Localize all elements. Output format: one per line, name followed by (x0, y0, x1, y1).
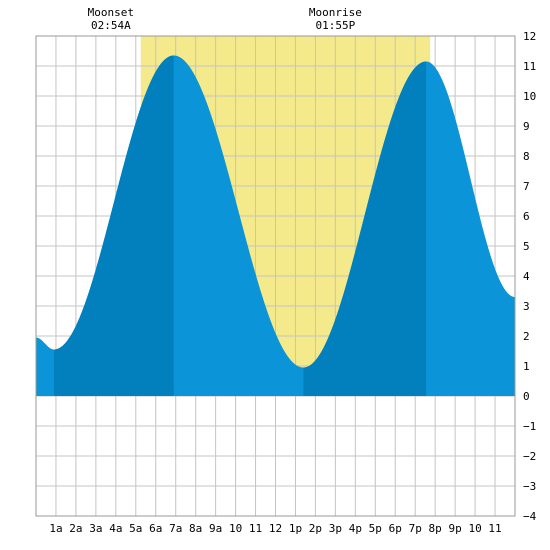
y-tick-label: 11 (523, 60, 536, 73)
x-tick-label: 4p (349, 522, 362, 535)
x-tick-label: 11 (488, 522, 501, 535)
x-tick-label: 5a (129, 522, 142, 535)
y-tick-label: 8 (523, 150, 530, 163)
x-tick-label: 10 (229, 522, 242, 535)
tide-area-layer (36, 55, 515, 396)
y-tick-label: −3 (523, 480, 536, 493)
tide-rising-band (303, 61, 427, 396)
x-tick-label: 2p (309, 522, 322, 535)
x-tick-label: 2a (69, 522, 82, 535)
x-tick-label: 6p (389, 522, 402, 535)
y-tick-label: 9 (523, 120, 530, 133)
x-tick-label: 3p (329, 522, 342, 535)
plot-frame (35, 35, 516, 517)
y-tick-label: −1 (523, 420, 536, 433)
y-tick-label: 5 (523, 240, 530, 253)
tide-rising-band (53, 55, 174, 396)
y-tick-label: 10 (523, 90, 536, 103)
y-tick-label: 12 (523, 30, 536, 43)
x-tick-label: 6a (149, 522, 162, 535)
y-tick-label: −4 (523, 510, 537, 523)
moonset-time: 02:54A (91, 19, 131, 32)
x-tick-label: 9a (209, 522, 222, 535)
x-tick-label: 7a (169, 522, 182, 535)
x-tick-label: 5p (369, 522, 382, 535)
x-tick-label: 10 (468, 522, 481, 535)
x-tick-label: 1p (289, 522, 302, 535)
y-tick-label: −2 (523, 450, 536, 463)
y-tick-label: 3 (523, 300, 530, 313)
x-tick-label: 3a (89, 522, 102, 535)
x-tick-label: 4a (109, 522, 122, 535)
y-tick-label: 4 (523, 270, 530, 283)
y-tick-label: 1 (523, 360, 530, 373)
x-tick-label: 9p (449, 522, 462, 535)
x-tick-label: 11 (249, 522, 262, 535)
moonrise-label: Moonrise (309, 6, 362, 19)
y-tick-label: 6 (523, 210, 530, 223)
x-tick-label: 7p (409, 522, 422, 535)
y-tick-label: 7 (523, 180, 530, 193)
y-tick-label: 0 (523, 390, 530, 403)
x-tick-label: 8p (429, 522, 442, 535)
moonrise-time: 01:55P (316, 19, 356, 32)
x-tick-label: 12 (269, 522, 282, 535)
moonset-label: Moonset (88, 6, 134, 19)
x-tick-label: 1a (49, 522, 62, 535)
y-tick-label: 2 (523, 330, 530, 343)
axis-layer (35, 35, 516, 517)
x-tick-label: 8a (189, 522, 202, 535)
